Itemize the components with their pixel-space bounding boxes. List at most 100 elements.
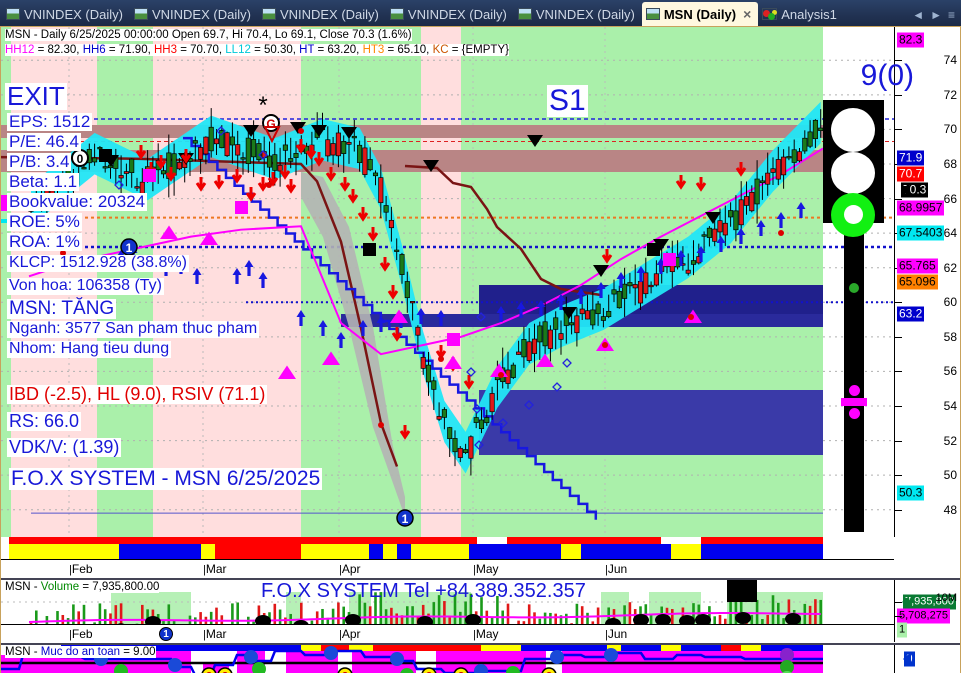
safety-axis[interactable]: 90 [894,645,960,673]
month-label: Apr [339,627,361,641]
month-label: Jun [605,627,627,641]
footer-label: F.O.X SYSTEM - MSN 6/25/2025 [9,467,323,491]
axis-tick [895,475,902,477]
traffic-light-red-lamp [831,108,875,152]
fundamental-stat: Bookvalue: 20324 [7,192,148,211]
trend-label: MSN: TĂNG [7,298,117,319]
safety-panel[interactable]: 8 8 8 8 8 8 MSN - Muc do an toan = 9.00 90 [1,645,960,673]
axis-tick [895,60,902,62]
header-token: = 70.70, [177,44,226,56]
axis-tick-label: 64 [943,226,957,241]
price-badge: 71.9 [897,150,925,166]
tab-msn[interactable]: MSN (Daily) × [641,2,759,26]
rs-label: RS: 66.0 [7,411,82,431]
chart-icon [133,8,148,20]
chart-icon [6,8,20,20]
header-token: MSN - [5,581,41,593]
price-header-line1: MSN - Daily 6/25/2025 00:00:00 Open 69.7… [5,29,412,41]
price-header-line2: HH12 = 82.30, HH6 = 71.90, HH3 = 70.70, … [5,44,509,56]
tab-label: VNINDEX (Daily) [24,6,123,22]
axis-tick-label: 62 [943,260,957,275]
fundamental-stat: P/E: 46.4 [7,132,81,151]
traffic-light-pole [844,223,864,532]
axis-tick-label: 72 [943,87,957,102]
axis-tick-label: 52 [943,433,957,448]
header-token: = 9.00 [120,646,156,658]
price-badge: 50.3 [897,485,925,501]
axis-tick-label: 60 [943,295,957,310]
axis-tick [895,302,902,304]
volume-axis[interactable]: 7,935,800 5,708,275 1 10M [894,580,960,642]
axis-tick [895,129,902,131]
price-badge: 63.2 [897,306,925,322]
header-token: = {EMPTY} [448,44,509,56]
svg-text:1: 1 [402,512,409,526]
volume-month-axis: Feb Mar Apr May Jun 1 [1,624,894,643]
volume-badge: 5,708,275 [897,608,950,624]
close-icon[interactable]: × [743,6,752,22]
header-token: = 50.30, [250,44,300,56]
panel-separator-2 [1,643,960,645]
header-token: HH12 [5,44,35,56]
tab-label: Analysis1 [781,6,837,22]
tab-next-icon[interactable]: ► [930,8,942,22]
price-badge: 65.765 [897,258,938,274]
month-label: Jun [605,562,627,576]
safety-plot-area[interactable]: 8 8 8 8 8 8 [1,645,894,673]
tab-menu-icon[interactable]: ≡ [947,8,955,22]
month-label: May [473,627,499,641]
pole-marker-magenta-bottom [849,408,860,419]
tab-vnindex-2[interactable]: VNINDEX (Daily) [130,2,258,26]
signal-count-label: 9(0) [860,59,914,92]
svg-text:8: 8 [458,671,464,673]
traffic-light-green-center [844,205,863,224]
axis-tick-label: 48 [943,502,957,517]
fundamental-stat: Nganh: 3577 San pham thuc pham [7,320,260,338]
chart-frame: 0 G * 1 1 MSN - Daily 6/25/2025 00:00:00 Ope… [0,26,961,673]
axis-tick-label: 68 [943,157,957,171]
header-token: Volume [40,581,80,593]
tab-label: VNINDEX (Daily) [407,6,507,22]
axis-tick-label: 70 [943,122,957,137]
volume-badge: 7,935,800 [903,594,956,610]
tab-label: VNINDEX (Daily) [151,6,251,22]
fundamental-stat: Beta: 1.1 [7,172,80,191]
tab-vnindex-5[interactable]: VNINDEX (Daily) [514,2,642,26]
price-axis[interactable]: 74 72 70 68 66 64 62 60 58 56 54 52 50 48 82.3 71.9 70.7… [894,27,960,537]
tab-label: VNINDEX (Daily) [279,6,379,22]
signal-ribbon [1,537,894,559]
tab-analysis1[interactable]: Analysis1 [758,2,844,26]
chart-icon [389,8,404,20]
panel-separator-1 [1,578,960,580]
svg-text:G: G [266,117,275,131]
fundamental-stat: ROE: 5% [7,212,82,231]
price-panel[interactable]: 0 G * 1 1 MSN - Daily 6/25/2025 00:00:00 Ope… [1,27,960,537]
header-token: LL12 [225,44,251,56]
fundamental-stat: P/B: 3.4 [7,152,72,171]
chart-icon [645,8,660,20]
analysis-icon [762,8,778,20]
month-label: Feb [69,627,93,641]
tab-prev-icon[interactable]: ◄ [912,8,925,22]
tab-vnindex-4[interactable]: VNINDEX (Daily) [386,2,514,26]
svg-text:0: 0 [77,152,84,166]
price-badge: 82.3 [897,32,925,48]
header-token: KC [432,44,449,56]
tab-vnindex-3[interactable]: VNINDEX (Daily) [258,2,386,26]
price-badge-pointer [895,183,909,197]
svg-text:1: 1 [126,241,133,255]
pole-marker-green [849,283,859,293]
svg-text:8: 8 [342,671,348,673]
month-label: Feb [69,562,93,576]
tab-vnindex-1[interactable]: VNINDEX (Daily) [2,2,130,26]
header-token: = 65.10, [384,44,433,56]
axis-tick [895,616,902,617]
header-token: = 82.30, [34,44,83,56]
header-token: HT [299,44,315,56]
phone-label: F.O.X SYSTEM Tel +84.389.352.357 [261,580,586,602]
axis-tick-label: 56 [943,364,957,379]
month-label: Mar [203,562,227,576]
price-badge: 67.5403 [897,225,945,241]
month-label: May [473,562,499,576]
tab-navigation: ◄ ► ≡ [912,8,961,26]
